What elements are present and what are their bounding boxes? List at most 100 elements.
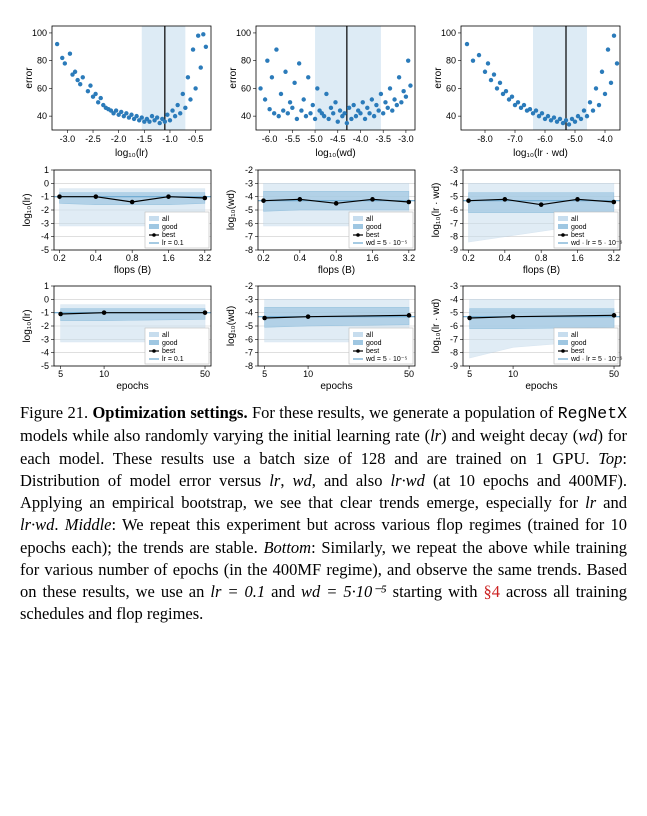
svg-text:50: 50 [609,369,619,379]
svg-text:wd · lr = 5 · 10⁻⁶: wd · lr = 5 · 10⁻⁶ [570,240,623,247]
band-panel-flops: -9-8-7-6-5-4-30.20.40.81.63.2log₁₀(lr · … [429,166,627,276]
svg-text:-7: -7 [450,218,458,228]
figure-caption: Figure 21. Optimization settings. For th… [20,402,627,626]
svg-text:-3: -3 [41,334,49,344]
svg-text:good: good [571,224,587,231]
scatter-panel: 406080100-8.0-7.0-6.0-5.0-4.0errorlog₁₀(… [429,20,627,160]
svg-text:0.2: 0.2 [462,253,475,263]
svg-text:wd = 5 · 10⁻⁵: wd = 5 · 10⁻⁵ [365,356,408,363]
caption-text: and [265,582,301,601]
svg-text:all: all [162,216,169,223]
svg-text:flops (B): flops (B) [523,265,560,276]
svg-text:best: best [162,232,175,239]
caption-text: For these results, we generate a populat… [248,403,558,422]
caption-text: ) and weight decay ( [441,426,578,445]
svg-text:all: all [571,332,578,339]
svg-text:good: good [366,224,382,231]
svg-text:-5: -5 [450,308,458,318]
svg-text:0: 0 [44,178,49,188]
svg-text:1: 1 [44,282,49,291]
svg-text:-3.0: -3.0 [398,134,414,144]
svg-text:1.6: 1.6 [367,253,380,263]
caption-section-ref: §4 [483,582,500,601]
svg-text:50: 50 [404,369,414,379]
svg-text:all: all [366,216,373,223]
caption-math: wd = 5·10⁻⁵ [301,582,387,601]
caption-middle-label: Middle [65,515,112,534]
svg-text:0.8: 0.8 [126,253,139,263]
svg-text:0.4: 0.4 [294,253,307,263]
caption-math: lr·wd [391,471,425,490]
svg-text:-4.0: -4.0 [597,134,613,144]
svg-text:-3: -3 [450,166,458,175]
svg-text:-8: -8 [450,348,458,358]
caption-model-name: RegNetX [558,404,627,423]
svg-text:-2: -2 [245,166,253,175]
svg-text:-3.5: -3.5 [376,134,392,144]
svg-text:-6.0: -6.0 [537,134,553,144]
svg-text:error: error [433,67,444,89]
svg-text:3.2: 3.2 [607,253,620,263]
svg-text:lr = 0.1: lr = 0.1 [162,240,184,247]
svg-text:log₁₀(wd): log₁₀(wd) [226,190,237,230]
svg-text:-5: -5 [41,245,49,255]
svg-text:best: best [366,348,379,355]
svg-text:-4: -4 [41,232,49,242]
svg-text:3.2: 3.2 [199,253,212,263]
svg-text:100: 100 [236,28,251,38]
svg-text:5: 5 [262,369,267,379]
svg-text:1.6: 1.6 [571,253,584,263]
svg-text:epochs: epochs [321,381,353,392]
svg-text:40: 40 [446,111,456,121]
svg-text:-6: -6 [450,321,458,331]
caption-text: , [280,471,292,490]
svg-text:-2.5: -2.5 [85,134,101,144]
svg-text:10: 10 [99,369,109,379]
caption-text: starting with [387,582,484,601]
svg-text:best: best [571,232,584,239]
svg-text:3.2: 3.2 [403,253,416,263]
svg-text:-7.0: -7.0 [507,134,523,144]
svg-text:-1.5: -1.5 [137,134,153,144]
svg-text:5: 5 [58,369,63,379]
svg-text:-4: -4 [450,294,458,304]
svg-text:-4: -4 [245,308,253,318]
svg-text:-0.5: -0.5 [188,134,204,144]
svg-text:best: best [571,348,584,355]
scatter-panel: 406080100-6.0-5.5-5.0-4.5-4.0-3.5-3.0err… [224,20,422,160]
caption-math: lr [585,493,596,512]
svg-text:good: good [366,340,382,347]
svg-text:-3: -3 [41,218,49,228]
svg-text:-5: -5 [245,321,253,331]
svg-text:80: 80 [446,56,456,66]
svg-text:-2: -2 [245,282,253,291]
caption-text: models while also randomly varying the i… [20,426,430,445]
svg-text:-3: -3 [450,282,458,291]
svg-text:all: all [366,332,373,339]
svg-text:-5: -5 [245,205,253,215]
svg-text:log₁₀(lr · wd): log₁₀(lr · wd) [431,299,442,354]
svg-text:5: 5 [467,369,472,379]
svg-text:log₁₀(wd): log₁₀(wd) [226,306,237,346]
caption-text: . [54,515,64,534]
svg-text:-3: -3 [245,294,253,304]
svg-text:-3: -3 [245,178,253,188]
band-panel-epochs: -8-7-6-5-4-3-251050log₁₀(wd)epochsallgoo… [224,282,422,392]
svg-text:10: 10 [303,369,313,379]
svg-text:all: all [571,216,578,223]
caption-math: lr [269,471,280,490]
svg-text:log₁₀(lr): log₁₀(lr) [115,148,148,159]
svg-text:60: 60 [37,83,47,93]
band-panel-epochs: -9-8-7-6-5-4-351050log₁₀(lr · wd)epochsa… [429,282,627,392]
svg-text:-4: -4 [41,348,49,358]
svg-text:-5.5: -5.5 [285,134,301,144]
caption-figure-number: Figure 21. [20,403,88,422]
svg-text:-7: -7 [450,334,458,344]
svg-text:0.8: 0.8 [535,253,548,263]
svg-text:10: 10 [508,369,518,379]
svg-text:-4: -4 [450,178,458,188]
svg-text:-5: -5 [41,361,49,371]
svg-text:50: 50 [200,369,210,379]
svg-text:-5.0: -5.0 [308,134,324,144]
svg-text:wd · lr = 5 · 10⁻⁶: wd · lr = 5 · 10⁻⁶ [570,356,623,363]
